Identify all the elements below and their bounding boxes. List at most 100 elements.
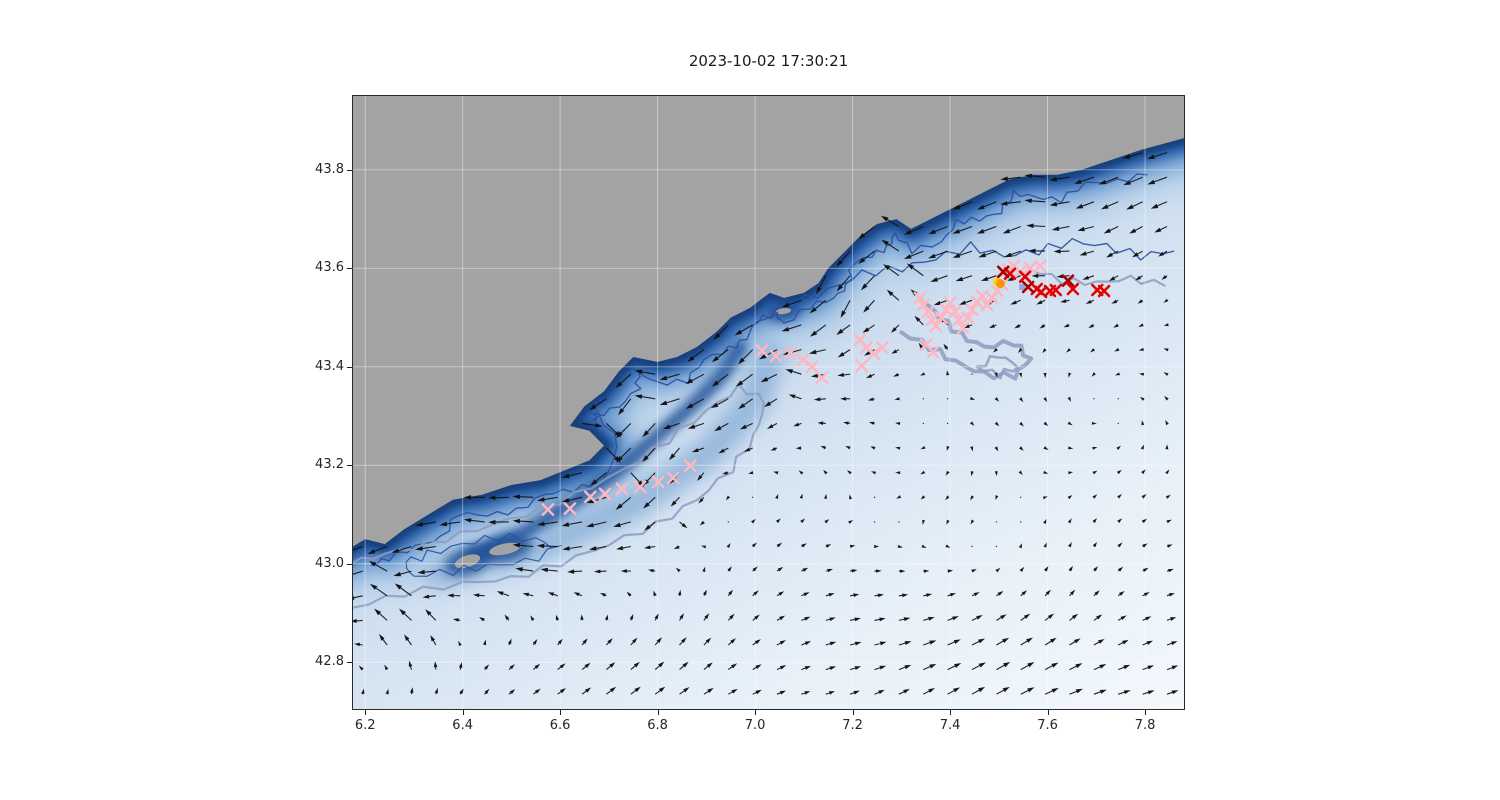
quiver-arrow	[894, 397, 900, 401]
pink-x-marker	[583, 490, 597, 504]
quiver-arrow	[1067, 518, 1072, 524]
quiver-arrow	[1166, 665, 1179, 671]
quiver-arrow	[1068, 372, 1072, 378]
pink-x-marker	[651, 475, 665, 489]
quiver-arrow	[1067, 421, 1073, 426]
quiver-dot	[873, 521, 876, 523]
quiver-arrow	[630, 661, 640, 671]
quiver-arrow	[698, 496, 705, 504]
quiver-arrow	[1043, 446, 1049, 451]
quiver-arrow	[711, 349, 729, 363]
quiver-arrow	[557, 638, 563, 646]
quiver-arrow	[788, 394, 802, 400]
quiver-arrow	[849, 617, 861, 622]
quiver-arrow	[1018, 470, 1023, 476]
quiver-arrow	[557, 688, 566, 695]
quiver-arrow	[808, 349, 826, 355]
quiver-arrow	[752, 566, 758, 572]
quiver-arrow	[691, 447, 705, 453]
quiver-arrow	[626, 591, 632, 597]
quiver-arrow	[1044, 687, 1059, 695]
quiver-arrow	[836, 250, 851, 267]
quiver-arrow	[1020, 637, 1033, 646]
quiver-arrow	[590, 472, 607, 486]
quiver-arrow	[971, 686, 986, 695]
quiver-dot	[873, 496, 876, 498]
quiver-arrow	[1002, 225, 1021, 234]
quiver-arrow	[1060, 299, 1070, 303]
quiver-dot	[1117, 398, 1119, 400]
quiver-arrow	[967, 348, 974, 353]
quiver-arrow	[1114, 347, 1120, 352]
quiver-arrow	[606, 686, 617, 695]
quiver-arrow	[702, 589, 707, 597]
quiver-arrow	[415, 545, 436, 551]
quiver-arrow	[714, 422, 729, 432]
quiver-arrow	[463, 518, 485, 523]
quiver-arrow	[801, 691, 811, 695]
quiver-arrow	[886, 289, 900, 301]
quiver-arrow	[1000, 176, 1021, 181]
quiver-arrow	[673, 545, 680, 550]
quiver-arrow	[352, 618, 363, 623]
quiver-arrow	[1100, 201, 1119, 210]
orange-dot-marker	[995, 279, 1005, 289]
quiver-arrow	[1165, 419, 1169, 426]
quiver-arrow	[920, 470, 926, 475]
quiver-arrow	[923, 640, 937, 646]
quiver-arrow	[776, 615, 786, 621]
quiver-arrow	[1018, 372, 1023, 378]
quiver-arrow	[463, 495, 485, 500]
quiver-arrow	[605, 638, 613, 646]
quiver-arrow	[725, 495, 731, 501]
quiver-arrow	[643, 496, 656, 509]
quiver-arrow	[496, 591, 510, 597]
quiver-arrow	[1043, 373, 1047, 379]
quiver-arrow	[836, 275, 851, 292]
quiver-arrow	[634, 369, 656, 375]
quiver-arrow	[845, 445, 851, 450]
quiver-arrow	[1117, 518, 1123, 524]
quiver-arrow	[417, 569, 436, 575]
quiver-arrow	[923, 663, 937, 671]
quiver-arrow	[752, 689, 762, 695]
quiver-arrow	[947, 662, 962, 671]
quiver-arrow	[1139, 372, 1145, 376]
quiver-arrow	[504, 614, 510, 621]
quiver-arrow	[816, 275, 827, 295]
y-tick-mark	[347, 465, 352, 467]
quiver-arrow	[1139, 396, 1145, 401]
quiver-arrow	[858, 250, 875, 264]
quiver-arrow	[930, 275, 948, 282]
quiver-arrow	[358, 665, 364, 671]
quiver-arrow	[735, 373, 754, 387]
quiver-arrow	[1135, 275, 1143, 281]
blue-square-marker	[1019, 284, 1026, 291]
pink-x-marker	[755, 344, 769, 358]
quiver-arrow	[867, 397, 875, 401]
quiver-arrow	[947, 593, 957, 597]
quiver-arrow	[368, 560, 388, 572]
quiver-arrow	[1010, 299, 1021, 305]
quiver-dot	[971, 545, 973, 548]
quiver-arrow	[1103, 226, 1119, 234]
quiver-arrow	[1117, 664, 1131, 671]
quiver-arrow	[978, 250, 997, 258]
quiver-arrow	[1117, 615, 1127, 621]
quiver-arrow	[840, 300, 851, 319]
quiver-arrow	[890, 324, 900, 333]
quiver-arrow	[1142, 665, 1155, 671]
quiver-arrow	[923, 688, 936, 695]
quiver-arrow	[798, 470, 804, 475]
quiver-arrow	[540, 567, 558, 573]
quiver-arrow	[1044, 662, 1059, 671]
quiver-arrow	[750, 518, 756, 524]
quiver-arrow	[813, 397, 826, 402]
quiver-arrow	[1142, 640, 1154, 646]
pink-x-marker	[929, 319, 943, 333]
quiver-arrow	[1129, 226, 1143, 234]
quiver-arrow	[898, 641, 912, 646]
quiver-arrow	[361, 688, 365, 695]
quiver-arrow	[904, 225, 924, 235]
